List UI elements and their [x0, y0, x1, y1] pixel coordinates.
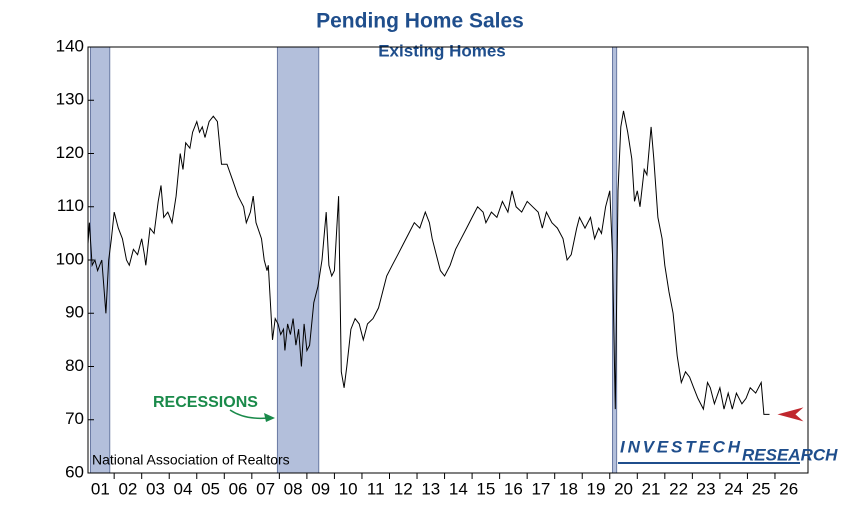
- y-tick-label: 110: [57, 196, 84, 215]
- x-tick-label: 25: [752, 479, 771, 498]
- y-tick-label: 60: [65, 462, 84, 481]
- y-tick-label: 100: [56, 249, 84, 268]
- x-tick-label: 23: [697, 479, 716, 498]
- x-tick-label: 21: [642, 479, 661, 498]
- x-tick-label: 08: [284, 479, 303, 498]
- x-tick-label: 14: [449, 479, 468, 498]
- x-tick-label: 01: [91, 479, 110, 498]
- recession-band: [612, 46, 618, 474]
- end-marker: [777, 407, 804, 422]
- data-line: [87, 110, 770, 415]
- plot-frame: [87, 46, 809, 474]
- x-tick-label: 02: [118, 479, 137, 498]
- x-tick-label: 06: [229, 479, 248, 498]
- x-tick-label: 11: [367, 479, 385, 498]
- logo-main: INVESTECH: [620, 437, 741, 456]
- y-tick-label: 120: [56, 143, 84, 162]
- y-tick-label: 80: [65, 356, 84, 375]
- annotation-arrow: [229, 409, 269, 420]
- x-tick-label: 20: [614, 479, 633, 498]
- x-tick-label: 22: [669, 479, 688, 498]
- x-tick-label: 18: [559, 479, 578, 498]
- x-tick-label: 07: [256, 479, 275, 498]
- y-tick-label: 140: [56, 36, 84, 55]
- x-tick-label: 17: [531, 479, 550, 498]
- chart-subtitle: Existing Homes: [378, 41, 506, 60]
- x-tick-label: 16: [504, 479, 523, 498]
- x-tick-label: 04: [174, 479, 193, 498]
- logo-sub: RESEARCH: [742, 445, 838, 464]
- x-tick-label: 12: [394, 479, 413, 498]
- x-tick-label: 24: [724, 479, 743, 498]
- y-tick-label: 70: [65, 409, 84, 428]
- annotation-arrowhead: [264, 413, 275, 422]
- x-tick-label: 26: [779, 479, 798, 498]
- recession-band: [276, 46, 320, 474]
- recessions-label: RECESSIONS: [153, 394, 258, 411]
- y-tick-label: 90: [65, 303, 84, 322]
- x-tick-label: 19: [587, 479, 606, 498]
- x-tick-label: 05: [201, 479, 220, 498]
- x-tick-label: 13: [421, 479, 440, 498]
- source: National Association of Realtors: [92, 452, 290, 468]
- x-tick-label: 10: [339, 479, 358, 498]
- y-tick-label: 130: [56, 90, 84, 109]
- x-tick-label: 15: [476, 479, 495, 498]
- chart-title: Pending Home Sales: [316, 10, 524, 33]
- x-tick-label: 09: [311, 479, 330, 498]
- x-tick-label: 03: [146, 479, 165, 498]
